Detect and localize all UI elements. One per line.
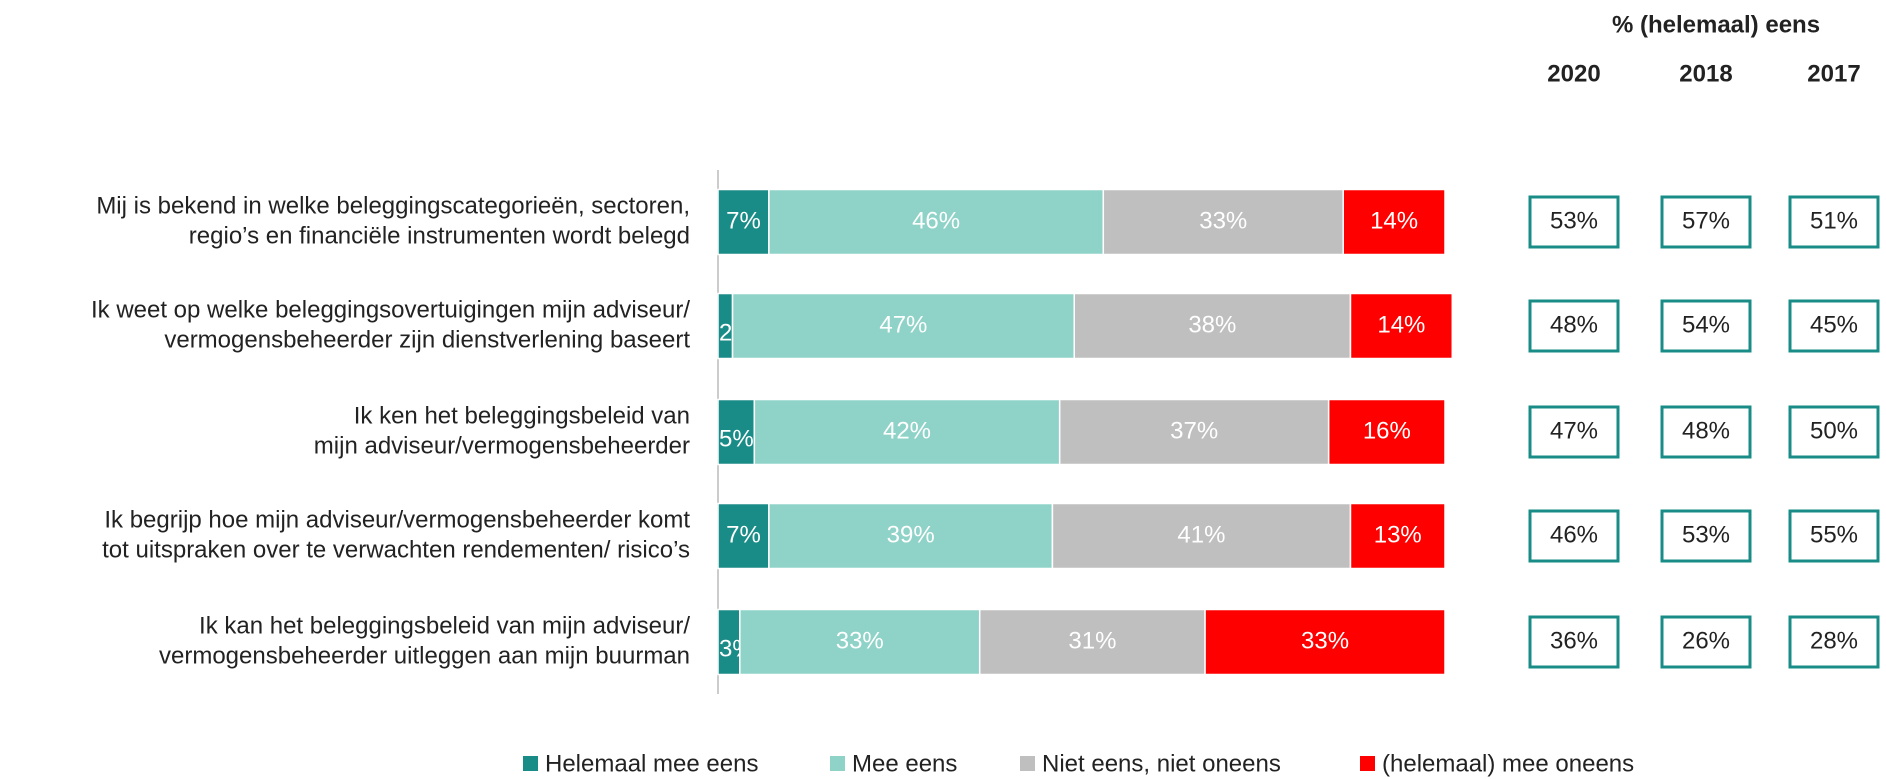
legend-label: Mee eens — [852, 750, 957, 777]
legend-label: Helemaal mee eens — [545, 750, 758, 777]
segment-label: 13% — [1374, 521, 1422, 548]
value-box — [1660, 195, 1752, 249]
bar-segment — [1073, 292, 1352, 360]
column-header: 2020 — [1547, 60, 1600, 87]
legend-label: (helemaal) mee oneens — [1382, 750, 1634, 777]
value-box — [1528, 405, 1620, 459]
bar-segment — [753, 398, 1061, 466]
bar-segment — [1342, 188, 1446, 256]
segment-label: 7% — [726, 521, 761, 548]
table-value: 55% — [1810, 521, 1858, 548]
value-box — [1660, 405, 1752, 459]
value-box — [1528, 299, 1620, 353]
table-title: % (helemaal) eens — [1612, 11, 1820, 38]
legend-swatch — [1360, 756, 1375, 771]
segment-label: 41% — [1177, 521, 1225, 548]
value-box — [1788, 405, 1880, 459]
segment-label: 33% — [836, 627, 884, 654]
segment-label: 7% — [726, 207, 761, 234]
table-value: 48% — [1682, 417, 1730, 444]
table-value: 48% — [1550, 311, 1598, 338]
segment-label: 31% — [1068, 627, 1116, 654]
segment-label: 38% — [1188, 311, 1236, 338]
table-value: 36% — [1550, 627, 1598, 654]
value-box — [1788, 509, 1880, 563]
category-label: regio’s en financiële instrumenten wordt… — [189, 222, 690, 249]
column-header: 2017 — [1807, 60, 1860, 87]
segment-label: 33% — [1301, 627, 1349, 654]
legend-swatch — [1020, 756, 1035, 771]
bar-segment — [1327, 398, 1446, 466]
category-label: vermogensbeheerder zijn dienstverlening … — [164, 326, 690, 353]
table-value: 54% — [1682, 311, 1730, 338]
bar-segment — [768, 502, 1054, 570]
table-value: 50% — [1810, 417, 1858, 444]
table-value: 28% — [1810, 627, 1858, 654]
value-box — [1660, 299, 1752, 353]
table-value: 51% — [1810, 207, 1858, 234]
bar-segment — [768, 188, 1105, 256]
table-value: 53% — [1550, 207, 1598, 234]
table-value: 57% — [1682, 207, 1730, 234]
value-box — [1788, 299, 1880, 353]
bar-segment — [739, 608, 981, 676]
segment-label: 47% — [879, 311, 927, 338]
legend-label: Niet eens, niet oneens — [1042, 750, 1281, 777]
category-label: mijn adviseur/vermogensbeheerder — [314, 432, 690, 459]
value-box — [1528, 509, 1620, 563]
segment-label: 16% — [1363, 417, 1411, 444]
segment-label: 42% — [883, 417, 931, 444]
segment-label: 14% — [1377, 311, 1425, 338]
table-value: 46% — [1550, 521, 1598, 548]
value-box — [1788, 195, 1880, 249]
bar-segment — [1051, 502, 1352, 570]
table-value: 47% — [1550, 417, 1598, 444]
table-value: 26% — [1682, 627, 1730, 654]
value-box — [1660, 615, 1752, 669]
bar-segment — [1349, 292, 1454, 360]
segment-label: 39% — [887, 521, 935, 548]
value-box — [1528, 195, 1620, 249]
segment-label: 37% — [1170, 417, 1218, 444]
category-label: Ik ken het beleggingsbeleid van — [354, 402, 690, 429]
legend-swatch — [523, 756, 538, 771]
bar-segment — [978, 608, 1206, 676]
table-value: 53% — [1682, 521, 1730, 548]
category-label: Mij is bekend in welke beleggingscategor… — [96, 192, 690, 219]
segment-label: 33% — [1199, 207, 1247, 234]
value-box — [1788, 615, 1880, 669]
bar-segment — [1349, 502, 1446, 570]
bar-segment — [1102, 188, 1344, 256]
category-label: Ik begrijp hoe mijn adviseur/vermogensbe… — [104, 506, 690, 533]
bar-segment — [731, 292, 1075, 360]
value-box — [1528, 615, 1620, 669]
column-header: 2018 — [1679, 60, 1732, 87]
category-label: Ik weet op welke beleggingsovertuigingen… — [91, 296, 690, 323]
segment-label: 46% — [912, 207, 960, 234]
category-label: vermogensbeheerder uitleggen aan mijn bu… — [159, 642, 690, 669]
legend-swatch — [830, 756, 845, 771]
category-label: tot uitspraken over te verwachten rendem… — [102, 536, 690, 563]
category-label: Ik kan het beleggingsbeleid van mijn adv… — [199, 612, 690, 639]
segment-label: 14% — [1370, 207, 1418, 234]
bar-segment — [1204, 608, 1446, 676]
value-box — [1660, 509, 1752, 563]
segment-label: 5% — [719, 425, 754, 452]
table-value: 45% — [1810, 311, 1858, 338]
